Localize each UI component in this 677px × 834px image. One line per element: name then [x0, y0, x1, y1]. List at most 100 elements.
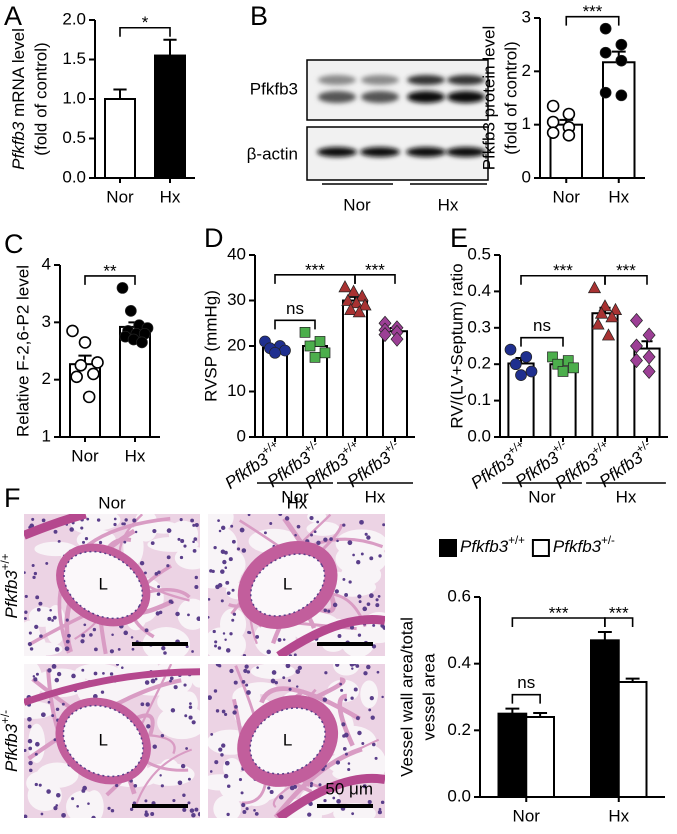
data-point [630, 312, 643, 329]
panel-letter: F [4, 483, 21, 513]
nucleus [239, 527, 245, 533]
nucleus [67, 633, 71, 638]
nucleus [221, 743, 226, 748]
nucleus [131, 647, 135, 651]
data-point [615, 38, 628, 51]
data-point [520, 351, 533, 363]
nucleus [93, 671, 98, 676]
nucleus [369, 556, 374, 561]
nucleus [144, 628, 149, 633]
nucleus [170, 708, 176, 713]
nucleus [278, 794, 284, 800]
nucleus [270, 678, 276, 684]
nucleus [345, 752, 348, 756]
nucleus [316, 540, 321, 545]
error-bar [505, 707, 520, 714]
nucleus [81, 540, 86, 544]
nucleus [277, 638, 282, 642]
nucleus [84, 536, 89, 541]
nucleus [169, 676, 174, 681]
data-point [124, 305, 137, 317]
data-point [587, 281, 602, 294]
data-point [66, 324, 79, 338]
nucleus [231, 539, 236, 544]
nucleus [367, 800, 372, 805]
nucleus [309, 784, 313, 788]
data-point [78, 336, 92, 349]
micrograph: L [208, 514, 385, 656]
nucleus [269, 521, 273, 525]
nucleus [150, 678, 156, 684]
alveolus [335, 542, 385, 576]
bar [617, 681, 648, 798]
nucleus [210, 733, 214, 736]
nucleus [245, 683, 249, 687]
nucleus [344, 593, 348, 597]
nucleus [230, 524, 234, 528]
y-axis-label: vessel area [419, 653, 438, 740]
nucleus [295, 669, 301, 674]
nucleus [295, 685, 299, 688]
nucleus [179, 518, 183, 522]
significance-label: *** [583, 2, 603, 21]
data-point [358, 298, 372, 311]
nucleus [256, 666, 259, 669]
nucleus [190, 518, 195, 523]
data-point [642, 363, 656, 380]
nucleus [361, 742, 365, 745]
significance-bracket [274, 319, 316, 330]
nucleus [366, 602, 371, 606]
x-tick-label: Hx [125, 446, 146, 465]
nucleus [362, 606, 368, 612]
blot-band [318, 75, 356, 85]
nucleus [175, 611, 180, 617]
nucleus [242, 809, 247, 814]
group-label: Nor [343, 195, 371, 214]
nucleus [113, 522, 117, 527]
nucleus [28, 746, 33, 751]
nucleus [371, 742, 376, 747]
data-point [630, 338, 643, 354]
data-point [605, 310, 619, 323]
significance-label: * [142, 13, 149, 32]
nucleus [208, 598, 211, 601]
nucleus [129, 807, 134, 811]
nucleus [339, 682, 343, 686]
nucleus [350, 696, 354, 700]
y-tick-label: 0.1 [467, 390, 491, 409]
nucleus [177, 780, 183, 786]
nucleus [229, 668, 234, 674]
y-tick-label: 3 [42, 312, 51, 331]
nucleus [96, 518, 101, 522]
alveolus [84, 790, 104, 818]
nucleus [180, 538, 185, 543]
blot-band [407, 75, 445, 85]
nucleus [323, 537, 328, 542]
vessel-lining [62, 704, 144, 778]
blot-band [361, 91, 399, 103]
nucleus [166, 555, 171, 560]
nucleus [134, 530, 138, 534]
y-axis-label: (fold of control) [501, 41, 520, 154]
nucleus [180, 763, 186, 769]
nucleus [40, 812, 44, 816]
nucleus [155, 611, 160, 616]
y-tick-label: 1 [42, 426, 51, 445]
y-tick-label: 2.0 [62, 9, 86, 28]
y-tick-label: 0.0 [467, 426, 491, 445]
blot-band [447, 75, 485, 85]
nucleus [274, 681, 278, 685]
nucleus [47, 616, 52, 621]
nucleus [71, 673, 76, 679]
nucleus [91, 815, 96, 818]
y-tick-label: 0.5 [467, 244, 491, 263]
group-label: Hx [438, 195, 459, 214]
nucleus [124, 518, 128, 522]
nucleus [329, 537, 333, 541]
nucleus [377, 594, 381, 598]
nucleus [34, 624, 39, 630]
nucleus [296, 524, 301, 529]
y-tick-label: 0.2 [467, 354, 491, 373]
